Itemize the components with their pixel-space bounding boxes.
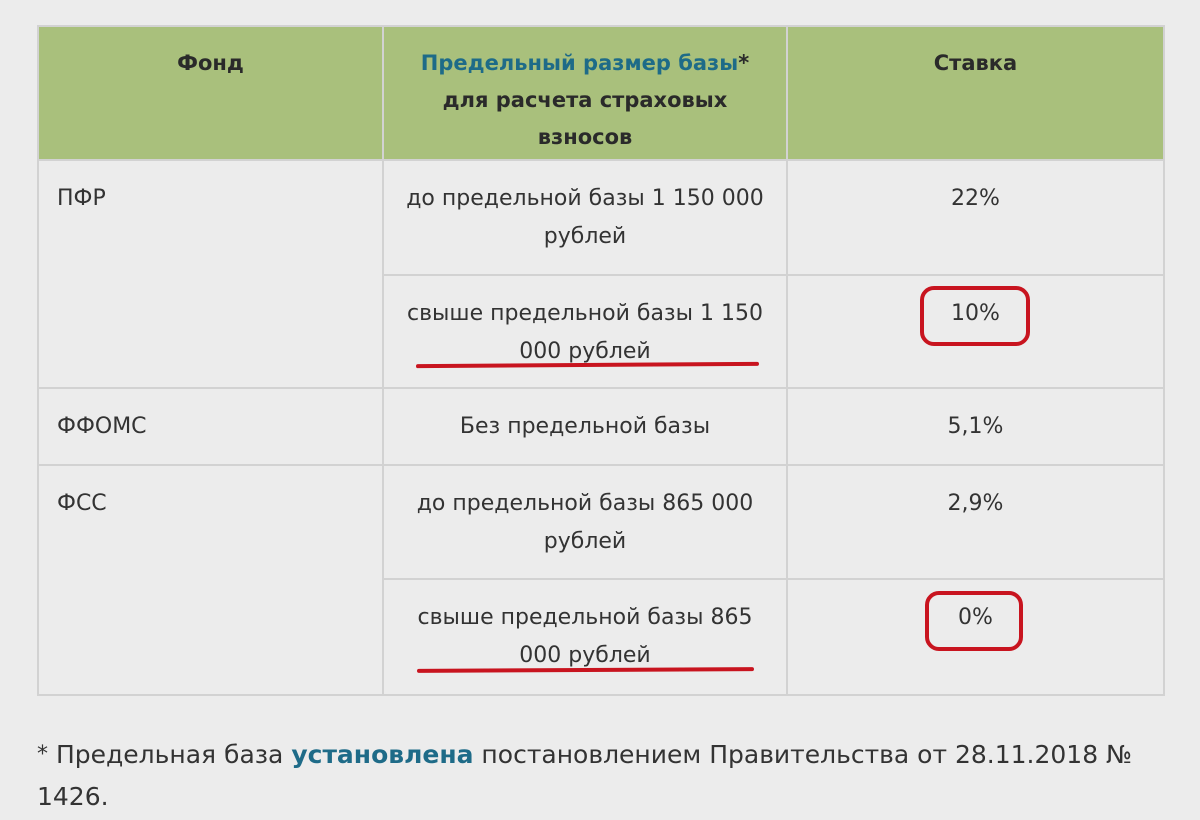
footnote-star: *	[37, 742, 48, 767]
table-header-row: Фонд Предельный размер базы* для расчета…	[37, 25, 1165, 161]
footnote-text-after: постановлением Правительства от 28.11.20…	[37, 740, 1133, 811]
table-row: свыше предельной базы 1 150 000 рублей 1…	[38, 274, 1165, 389]
footnote-text-before: Предельная база	[48, 740, 292, 769]
header-rate: Ставка	[786, 25, 1165, 161]
footnote: * Предельная база установлена постановле…	[37, 734, 1163, 818]
header-base: Предельный размер базы* для расчета стра…	[382, 25, 788, 161]
rate-cell: 2,9%	[786, 464, 1165, 580]
base-cell: до предельной базы 865 000 рублей	[382, 464, 788, 580]
insurance-rates-table: Фонд Предельный размер базы* для расчета…	[37, 25, 1165, 696]
fund-cell: ПФР	[37, 159, 384, 389]
table-row: ФСС до предельной базы 865 000 рублей 2,…	[37, 464, 1165, 696]
base-cell: до предельной базы 1 150 000 рублей	[382, 159, 788, 276]
base-cell: свыше предельной базы 865 000 рублей	[382, 578, 788, 696]
rate-cell: 10%	[786, 274, 1165, 389]
fund-cell: ФФОМС	[37, 387, 384, 466]
header-base-rest: * для расчета страховых взносов	[442, 51, 750, 149]
circle-annotation-pfr-rate	[920, 286, 1030, 346]
circle-annotation-fss-rate	[925, 591, 1023, 651]
table-row: ФФОМС Без предельной базы 5,1%	[37, 387, 1165, 466]
rate-cell: 5,1%	[786, 387, 1165, 466]
table-row: свыше предельной базы 865 000 рублей 0%	[38, 578, 1165, 696]
fund-cell: ФСС	[37, 464, 384, 696]
base-cell: Без предельной базы	[382, 387, 788, 466]
rate-cell: 0%	[786, 578, 1165, 696]
header-fund: Фонд	[37, 25, 384, 161]
rate-cell: 22%	[786, 159, 1165, 276]
base-cell: свыше предельной базы 1 150 000 рублей	[382, 274, 788, 389]
footnote-link[interactable]: установлена	[291, 740, 474, 769]
table-row: ПФР до предельной базы 1 150 000 рублей …	[37, 159, 1165, 389]
header-base-link[interactable]: Предельный размер базы	[420, 51, 739, 75]
